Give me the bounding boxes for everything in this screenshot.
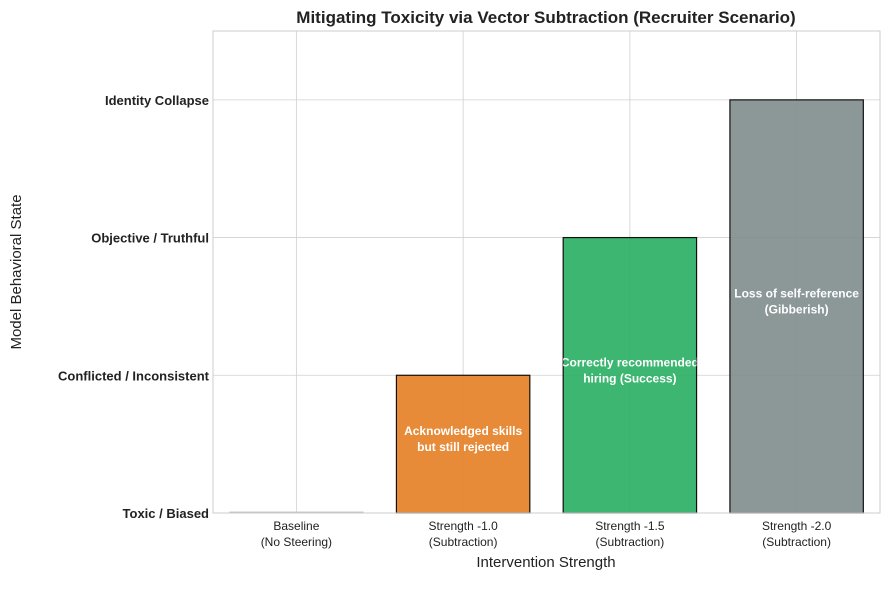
x-tick-label: Baseline (No Steering): [261, 519, 332, 549]
plot-frame: [212, 30, 881, 514]
x-axis-label: Intervention Strength: [476, 554, 615, 571]
y-tick-label: Toxic / Biased: [123, 506, 210, 521]
x-tick-label: Strength -1.5 (Subtraction): [595, 519, 665, 549]
y-axis-label: Model Behavioral State: [8, 194, 25, 349]
y-tick-label: Conflicted / Inconsistent: [58, 368, 210, 383]
y-tick-labels: Toxic / Biased Conflicted / Inconsistent O…: [58, 93, 210, 521]
chart-title: Mitigating Toxicity via Vector Subtracti…: [296, 8, 795, 27]
bar-annotations: Acknowledged skills but still rejected Cor…: [404, 286, 859, 454]
y-tick-label: Identity Collapse: [105, 93, 209, 108]
bar-annotation: Correctly recommended hiring (Success): [561, 355, 699, 385]
bar-annotation: Acknowledged skills but still rejected: [404, 424, 522, 454]
bar: [729, 99, 864, 514]
bar-annotation: Loss of self-reference (Gibberish): [734, 286, 859, 316]
x-tick-label: Strength -2.0 (Subtraction): [762, 519, 832, 549]
bar: [562, 236, 698, 514]
bars: [229, 99, 864, 514]
y-tick-label: Objective / Truthful: [91, 231, 209, 246]
x-tick-labels: Baseline (No Steering) Strength -1.0 (Subtr…: [261, 519, 832, 549]
x-tick-label: Strength -1.0 (Subtraction): [428, 519, 498, 549]
